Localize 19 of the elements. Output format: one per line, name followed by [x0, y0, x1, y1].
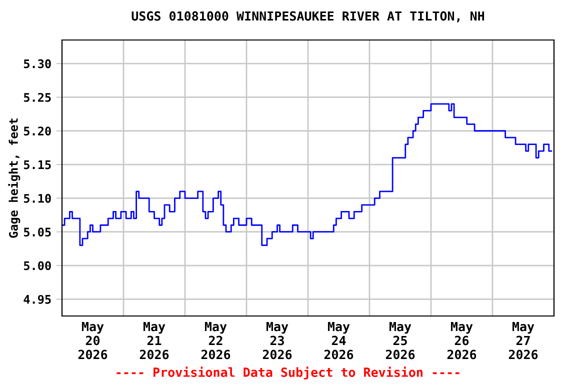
- x-tick-label: May 24 2026: [324, 322, 354, 360]
- x-tick-label: May 22 2026: [201, 322, 230, 360]
- y-tick-label: 5.00: [24, 261, 51, 270]
- x-tick-label: May 23 2026: [262, 322, 292, 360]
- y-tick-label: 5.15: [24, 160, 51, 170]
- x-tick-label: May 21 2026: [140, 322, 169, 360]
- x-tick-label: May 26 2026: [447, 322, 476, 360]
- x-tick-label: May 20 2026: [78, 322, 108, 360]
- x-tick-label: May 27 2026: [508, 322, 538, 360]
- y-tick-label: 5.25: [24, 92, 51, 102]
- y-tick-label: 5.10: [24, 194, 51, 203]
- text: ---- Provisional Data Subject to Revision ----: [116, 366, 460, 380]
- y-axis-title: Gage height, feet: [8, 118, 20, 238]
- y-tick-label: 5.20: [24, 126, 51, 136]
- y-tick-label: 5.30: [24, 59, 51, 68]
- y-tick-label: 5.05: [24, 228, 51, 237]
- x-tick-label: May 25 2026: [386, 322, 415, 360]
- y-tick-label: 4.95: [24, 294, 51, 304]
- chart-title: USGS 01081000 WINNIPESAUKEE RIVER AT TILTON, NH: [132, 11, 484, 22]
